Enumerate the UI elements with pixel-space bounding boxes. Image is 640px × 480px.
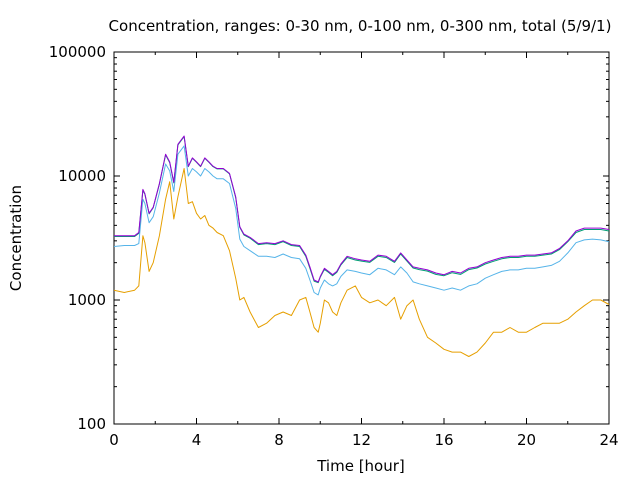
series-group: [113, 135, 610, 357]
x-tick-label: 0: [109, 431, 119, 449]
x-tick-label: 12: [352, 431, 371, 449]
y-tick-label: 1000: [68, 291, 106, 309]
x-tick-label: 16: [434, 431, 453, 449]
y-tick-label: 10000: [58, 167, 106, 185]
y-tick-label: 100: [77, 415, 106, 433]
series-line-3: [113, 168, 610, 357]
x-tick-label: 20: [517, 431, 536, 449]
y-axis-label: Concentration: [7, 185, 25, 291]
series-line-2: [113, 145, 610, 296]
series-line-1: [114, 136, 610, 284]
axis-ticks: 0 4 8 12 16 20 24 100 1000 10000 100000: [49, 43, 619, 449]
plot-frame: [113, 51, 610, 425]
series-line-0: [114, 135, 610, 283]
y-tick-label: 100000: [49, 43, 106, 61]
x-tick-label: 4: [192, 431, 202, 449]
x-tick-label: 8: [274, 431, 284, 449]
x-axis-label: Time [hour]: [316, 457, 405, 475]
x-tick-label: 24: [599, 431, 618, 449]
chart-title: Concentration, ranges: 0-30 nm, 0-100 nm…: [109, 17, 612, 35]
